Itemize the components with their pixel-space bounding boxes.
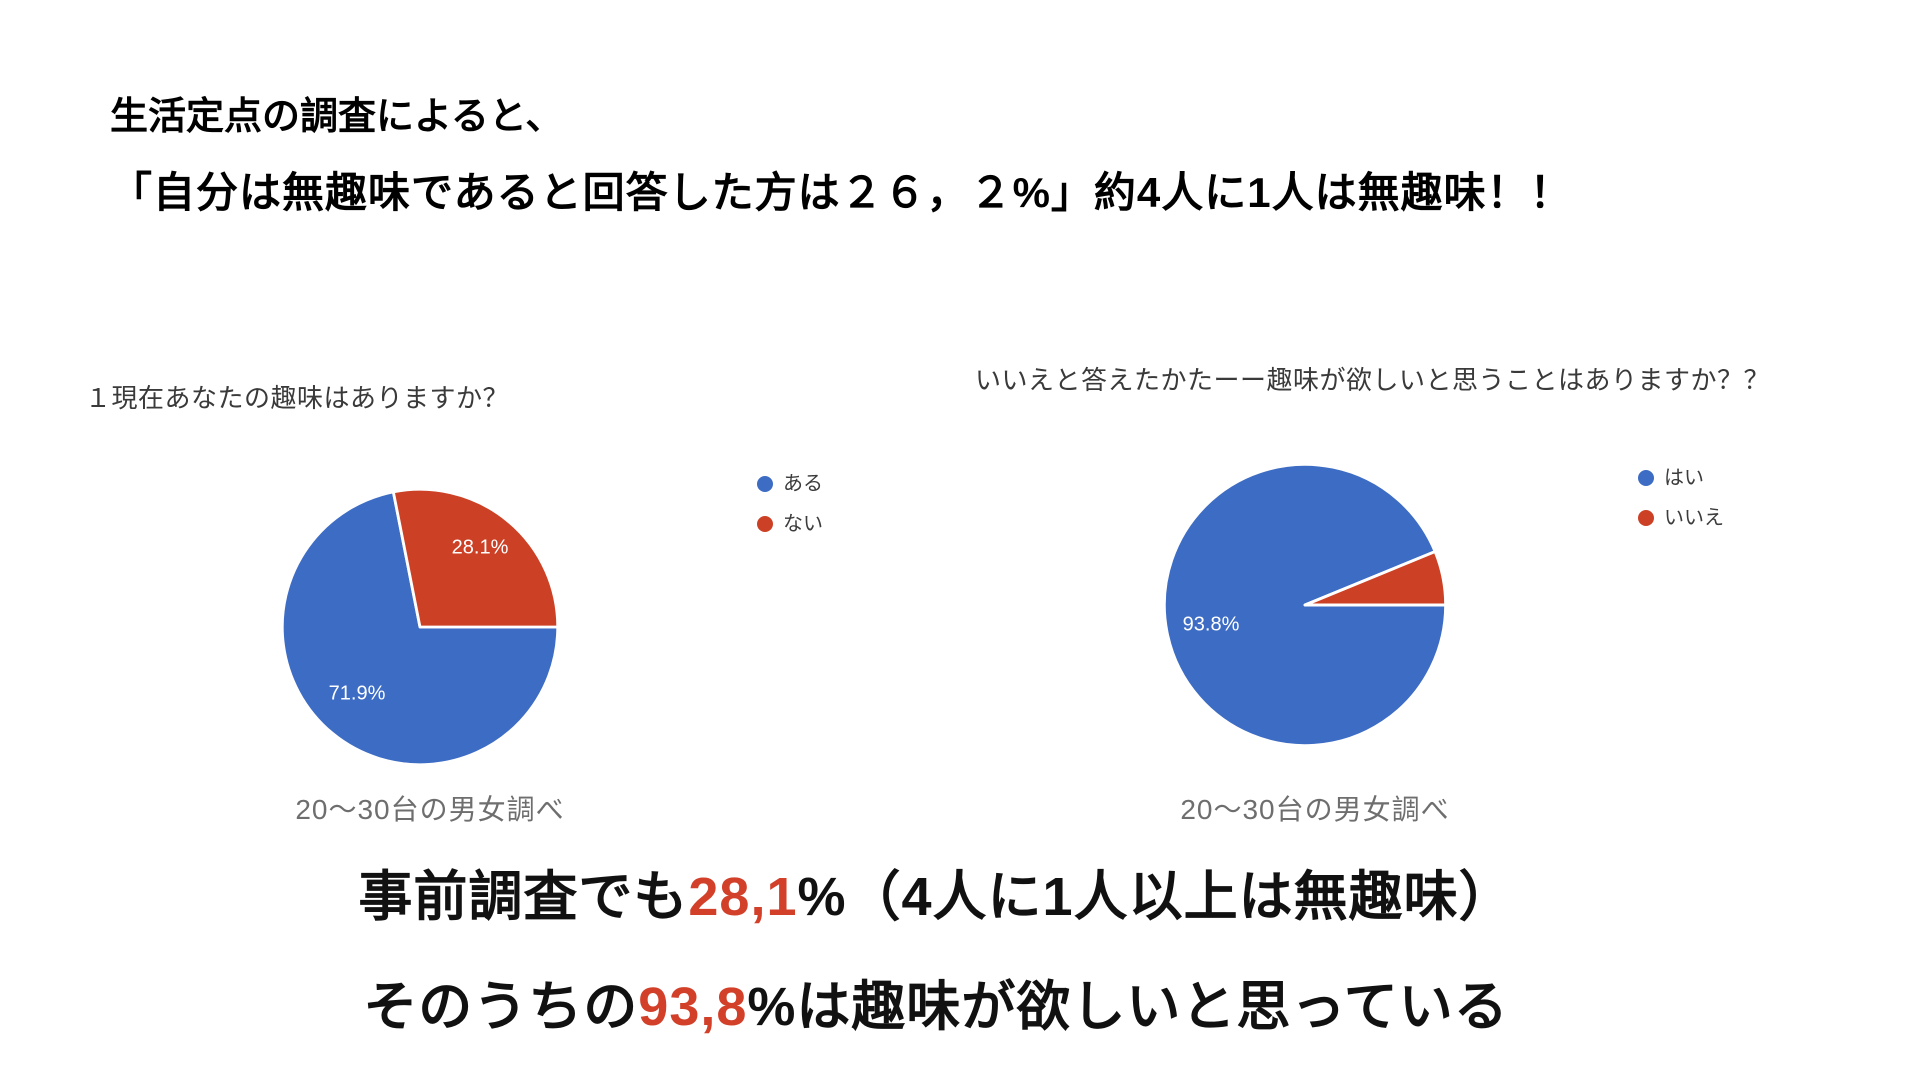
summary-2-post: は趣味が欲しいと思っている bbox=[796, 977, 1509, 1037]
summary-2-highlight: 93,8 bbox=[638, 977, 748, 1037]
legend-hobby: ある ない bbox=[757, 472, 823, 536]
legend-item: いいえ bbox=[1638, 506, 1724, 530]
chart-title-want-hobby: いいえと答えたかたーー趣味が欲しいと思うことはありますか？？ bbox=[975, 365, 1771, 395]
heading: 生活定点の調査によると、 「自分は無趣味であると回答した方は２６，２%」約4人に… bbox=[110, 98, 1573, 214]
pie-slice-label-nai: 28.1% bbox=[451, 536, 509, 559]
pie-slice-label-hai: 93.8% bbox=[1182, 613, 1240, 636]
legend-item: ない bbox=[757, 512, 823, 536]
pie-chart-hobby bbox=[280, 487, 560, 767]
chart-caption-hobby: 20〜30台の男女調べ bbox=[295, 794, 565, 825]
legend-label: いいえ bbox=[1664, 507, 1724, 529]
legend-label: はい bbox=[1664, 467, 1704, 489]
chart-title-hobby: １現在あなたの趣味はありますか？ bbox=[85, 383, 510, 413]
heading-line-2: 「自分は無趣味であると回答した方は２６，２%」約4人に1人は無趣味！！ bbox=[110, 169, 1573, 216]
summary-2-pre: そのうちの bbox=[363, 977, 639, 1037]
legend-label: ない bbox=[783, 513, 823, 535]
summary-2-unit: % bbox=[747, 977, 797, 1037]
summary-1-pre: 事前調査でも bbox=[358, 867, 689, 927]
legend-dot-red-icon bbox=[1638, 510, 1654, 526]
legend-dot-blue-icon bbox=[757, 476, 773, 492]
summary-1-unit: % bbox=[797, 867, 847, 927]
legend-label: ある bbox=[783, 473, 823, 495]
summary-line-1: 事前調査でも28,1%（4人に1人以上は無趣味） bbox=[0, 852, 1896, 931]
heading-line-1: 生活定点の調査によると、 bbox=[110, 96, 564, 138]
pie-slice-label-aru: 71.9% bbox=[328, 682, 386, 705]
legend-item: はい bbox=[1638, 466, 1724, 490]
legend-want-hobby: はい いいえ bbox=[1638, 466, 1724, 530]
chart-caption-want-hobby: 20〜30台の男女調べ bbox=[1180, 794, 1450, 825]
summary-1-highlight: 28,1 bbox=[688, 867, 798, 927]
legend-item: ある bbox=[757, 472, 823, 496]
legend-dot-blue-icon bbox=[1638, 470, 1654, 486]
summary-line-2: そのうちの93,8%は趣味が欲しいと思っている bbox=[0, 962, 1896, 1041]
pie-chart-want-hobby bbox=[1162, 462, 1448, 748]
legend-dot-red-icon bbox=[757, 516, 773, 532]
summary-1-post: （4人に1人以上は無趣味） bbox=[846, 867, 1514, 927]
